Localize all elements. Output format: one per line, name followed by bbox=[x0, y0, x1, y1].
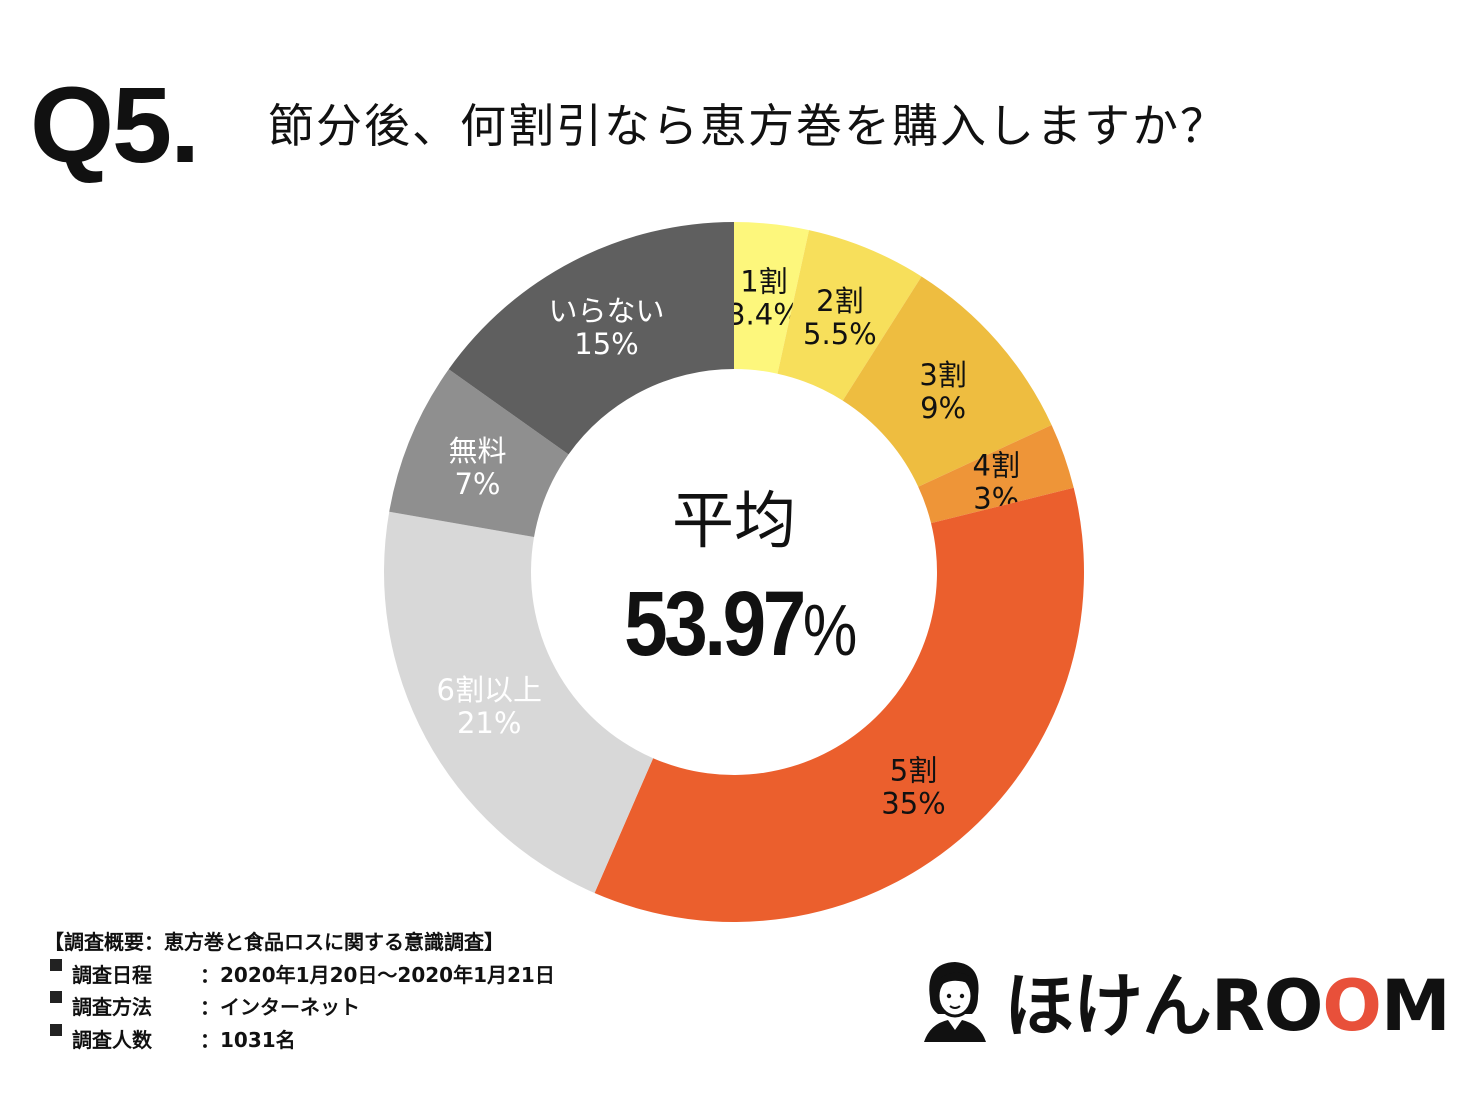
slice-category-label: 2割 bbox=[816, 284, 863, 318]
slice-category-label: いらない bbox=[548, 294, 664, 328]
donut-slice bbox=[594, 487, 1084, 922]
summary-value: ：2020年1月20日〜2020年1月21日 bbox=[200, 962, 555, 987]
average-number: 53.97 bbox=[624, 573, 806, 675]
donut-slice bbox=[383, 511, 654, 894]
slice-category-label: 1割 bbox=[740, 265, 787, 299]
person-mascot-icon bbox=[924, 961, 986, 1042]
question-title: 節分後、何割引なら恵方巻を購入しますか？ bbox=[268, 99, 1228, 153]
slice-category-label: 4割 bbox=[973, 449, 1020, 483]
logo: ほけんROOM bbox=[920, 950, 1451, 1051]
logo-text: ほけんROOM bbox=[1004, 965, 1451, 1047]
bullet-square-icon bbox=[50, 1023, 62, 1036]
summary-value: ：インターネット bbox=[200, 995, 360, 1019]
summary-row: 調査日程 ：2020年1月20日〜2020年1月21日 bbox=[44, 958, 555, 992]
question-number: Q5. bbox=[30, 64, 200, 185]
slice-category-label: 3割 bbox=[919, 358, 966, 392]
slice-category-label: 無料 bbox=[448, 434, 506, 468]
donut-slice bbox=[842, 276, 1052, 487]
summary-key: 調査人数 bbox=[72, 1027, 152, 1052]
donut-slice bbox=[777, 230, 922, 401]
slice-value-label: 21% bbox=[457, 706, 521, 740]
summary-key: 調査日程 bbox=[72, 962, 152, 987]
average-value: 53.97% bbox=[607, 572, 871, 677]
survey-summary: 【調査概要：恵方巻と食品ロスに関する意識調査】 調査日程 ：2020年1月20日〜… bbox=[44, 926, 555, 1056]
donut-slice bbox=[734, 222, 810, 374]
summary-heading: 【調査概要：恵方巻と食品ロスに関する意識調査】 bbox=[44, 930, 504, 954]
bullet-square-icon bbox=[50, 958, 62, 971]
donut-slice bbox=[918, 424, 1074, 524]
summary-value: ：1031名 bbox=[200, 1027, 296, 1052]
slice-category-label: 6割以上 bbox=[437, 673, 542, 707]
average-label: 平均 bbox=[671, 484, 796, 557]
slice-category-label: 5割 bbox=[890, 753, 937, 787]
summary-key: 調査方法 bbox=[72, 995, 152, 1019]
slice-value-label: 7% bbox=[454, 467, 500, 501]
slice-value-label: 9% bbox=[920, 391, 966, 425]
donut-slice bbox=[448, 221, 734, 455]
summary-row: 調査方法 ：インターネット bbox=[44, 991, 555, 1024]
bullet-square-icon bbox=[50, 991, 62, 1003]
donut-slice bbox=[389, 369, 569, 538]
average-unit: % bbox=[802, 591, 857, 671]
summary-row: 調査人数 ：1031名 bbox=[44, 1023, 555, 1057]
slice-value-label: 35% bbox=[881, 786, 945, 820]
slice-value-label: 15% bbox=[574, 327, 638, 361]
slice-value-label: 5.5% bbox=[803, 317, 877, 351]
